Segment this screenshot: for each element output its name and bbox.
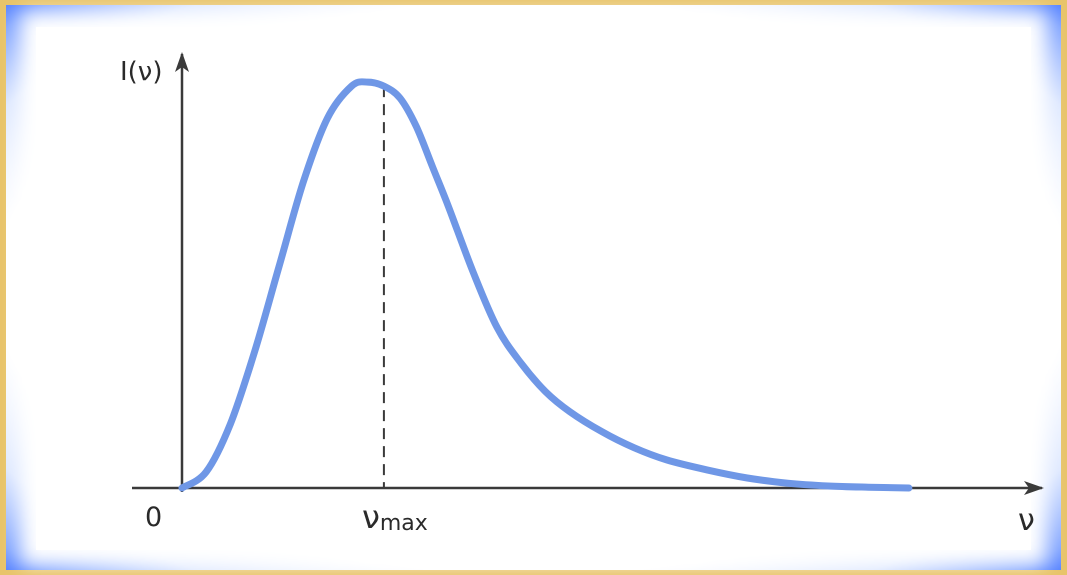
peak-frequency-label: νmax <box>362 498 428 536</box>
peak-label-subscript: max <box>380 511 428 536</box>
chart-paper <box>36 27 1031 550</box>
intensity-curve <box>178 78 913 492</box>
y-axis-label: I(ν) <box>120 57 162 87</box>
data-points <box>180 80 911 490</box>
peak-label-symbol: ν <box>362 498 380 536</box>
x-axis-label: ν <box>1018 503 1035 538</box>
origin-label: 0 <box>145 502 162 533</box>
